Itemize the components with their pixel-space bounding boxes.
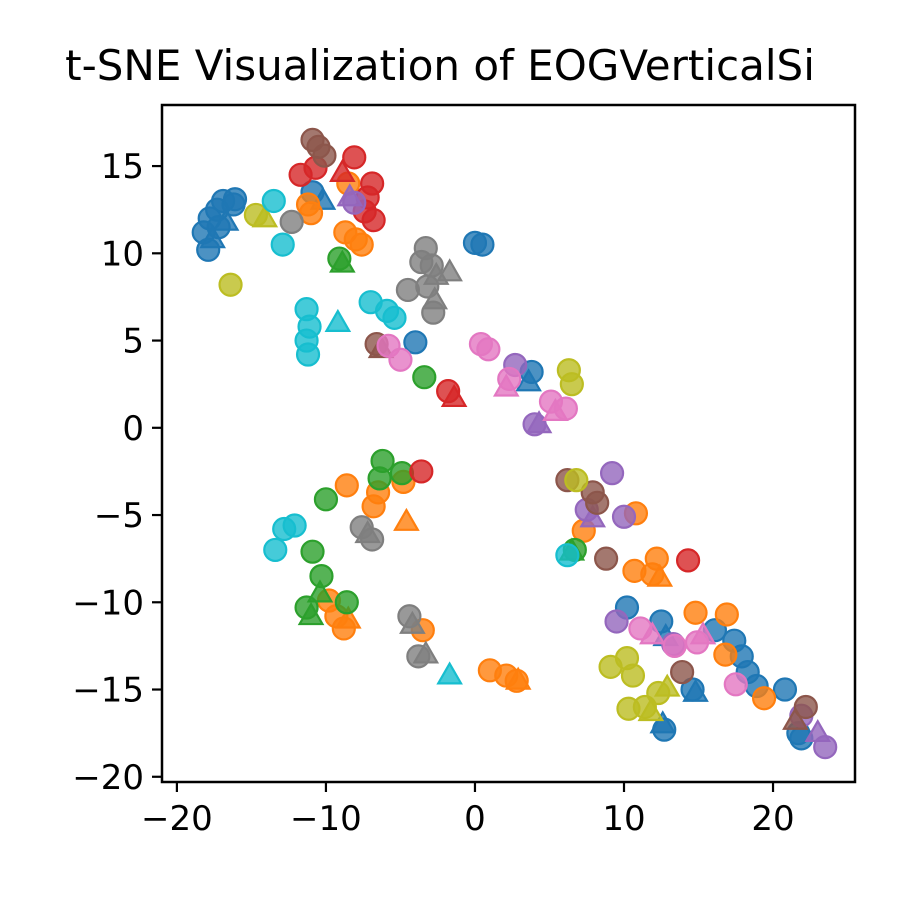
scatter-point-circle — [206, 215, 231, 240]
x-tick-label: −20 — [141, 799, 213, 839]
scatter-point-triangle — [324, 308, 352, 333]
y-axis: 15 10 5 0 −5 −10 −15 −20 — [72, 147, 162, 798]
scatter-point-circle — [342, 145, 367, 170]
scatter-point-circle — [349, 232, 374, 257]
scatter-point-triangle — [515, 368, 542, 392]
scatter-point-circle — [282, 513, 307, 538]
y-tick-label: −15 — [72, 671, 144, 711]
scatter-point-triangle — [334, 605, 362, 629]
scatter-point-circle — [196, 237, 221, 262]
scatter-point-triangle — [492, 373, 520, 397]
chart-title: t-SNE Visualization of EOGVerticalSi — [65, 41, 815, 90]
scatter-point-circle — [611, 504, 637, 529]
scatter-point-circle — [670, 659, 695, 685]
scatter-point-circle — [620, 663, 646, 688]
scatter-point-circle — [409, 459, 434, 484]
scatter-point-circle — [683, 600, 708, 625]
scatter-point-triangle — [525, 410, 553, 434]
scatter-point-circle — [361, 494, 386, 519]
scatter-point-circle — [360, 171, 385, 196]
scatter-point-triangle — [399, 610, 426, 634]
scatter-point-circle — [342, 190, 367, 215]
x-axis: −20 −10 0 10 20 — [141, 782, 795, 839]
scatter-point-circle — [470, 232, 495, 257]
scatter-point-circle — [553, 396, 578, 421]
scatter-point-circle — [300, 539, 325, 564]
scatter-point-circle — [476, 337, 501, 362]
scatter-point-triangle — [412, 640, 440, 664]
x-tick-label: 0 — [464, 799, 486, 839]
scatter-point-triangle — [649, 710, 677, 734]
scatter-point-circle — [218, 272, 243, 297]
scatter-point-circle — [813, 735, 838, 760]
scatter-point-circle — [421, 300, 446, 325]
y-tick-label: −10 — [72, 583, 144, 623]
scatter-point-circle — [662, 633, 687, 659]
scatter-point-circle — [360, 527, 385, 552]
y-tick-label: 5 — [122, 322, 144, 362]
scatter-point-circle — [412, 365, 437, 390]
scatter-point-circle — [564, 468, 589, 493]
scatter-point-triangle — [393, 507, 420, 531]
scatter-point-triangle — [297, 602, 325, 626]
scatter-point-circle — [604, 609, 629, 634]
scatter-point-circle — [555, 543, 580, 568]
scatter-point-triangle — [689, 621, 717, 645]
scatter-point-circle — [599, 461, 625, 486]
scatter-point-triangle — [436, 661, 463, 685]
scatter-point-circle — [334, 473, 359, 498]
scatter-point-triangle — [637, 698, 665, 722]
x-tick-label: 20 — [751, 799, 794, 839]
scatter-points — [191, 127, 838, 760]
scatter-point-triangle — [682, 678, 709, 702]
y-tick-label: 15 — [101, 147, 144, 187]
scatter-point-circle — [388, 347, 413, 372]
scatter-point-circle — [594, 546, 619, 571]
scatter-point-circle — [263, 537, 288, 563]
scatter-point-circle — [772, 677, 798, 702]
scatter-point-circle — [395, 277, 421, 303]
x-tick-label: 10 — [602, 799, 645, 839]
scatter-point-triangle — [639, 621, 666, 645]
scatter-point-circle — [312, 143, 337, 168]
scatter-point-triangle — [646, 563, 674, 587]
scatter-point-circle — [793, 694, 818, 720]
x-tick-label: −10 — [290, 799, 362, 839]
scatter-point-circle — [403, 330, 428, 355]
scatter-point-circle — [261, 188, 286, 214]
scatter-point-circle — [559, 372, 584, 397]
scatter-point-triangle — [440, 383, 468, 408]
scatter-point-triangle — [436, 258, 463, 282]
scatter-point-triangle — [306, 579, 334, 603]
scatter-point-circle — [751, 686, 777, 711]
scatter-point-circle — [279, 209, 304, 235]
scatter-point-circle — [313, 487, 339, 512]
scatter-point-circle — [270, 232, 295, 257]
y-tick-label: 10 — [101, 234, 144, 274]
scatter-point-circle — [295, 342, 321, 367]
scatter-point-circle — [334, 590, 359, 615]
scatter-point-triangle — [329, 158, 356, 182]
y-tick-label: −20 — [72, 758, 144, 798]
scatter-point-triangle — [579, 504, 607, 528]
plot-area-frame — [160, 103, 857, 784]
scatter-point-triangle — [329, 249, 356, 273]
y-tick-label: 0 — [122, 409, 144, 449]
y-tick-label: −5 — [94, 496, 144, 536]
scatter-point-triangle — [504, 666, 532, 690]
scatter-point-triangle — [782, 706, 809, 730]
scatter-point-circle — [713, 642, 738, 667]
scatter-point-circle — [723, 672, 748, 697]
scatter-point-circle — [382, 305, 407, 330]
scatter-point-circle — [585, 490, 610, 515]
scatter-point-circle — [714, 602, 739, 627]
scatter-point-circle — [367, 466, 392, 491]
scatter-point-circle — [222, 187, 248, 212]
scatter-point-triangle — [653, 673, 681, 697]
scatter-point-circle — [675, 548, 701, 573]
scatter-point-triangle — [251, 204, 279, 228]
